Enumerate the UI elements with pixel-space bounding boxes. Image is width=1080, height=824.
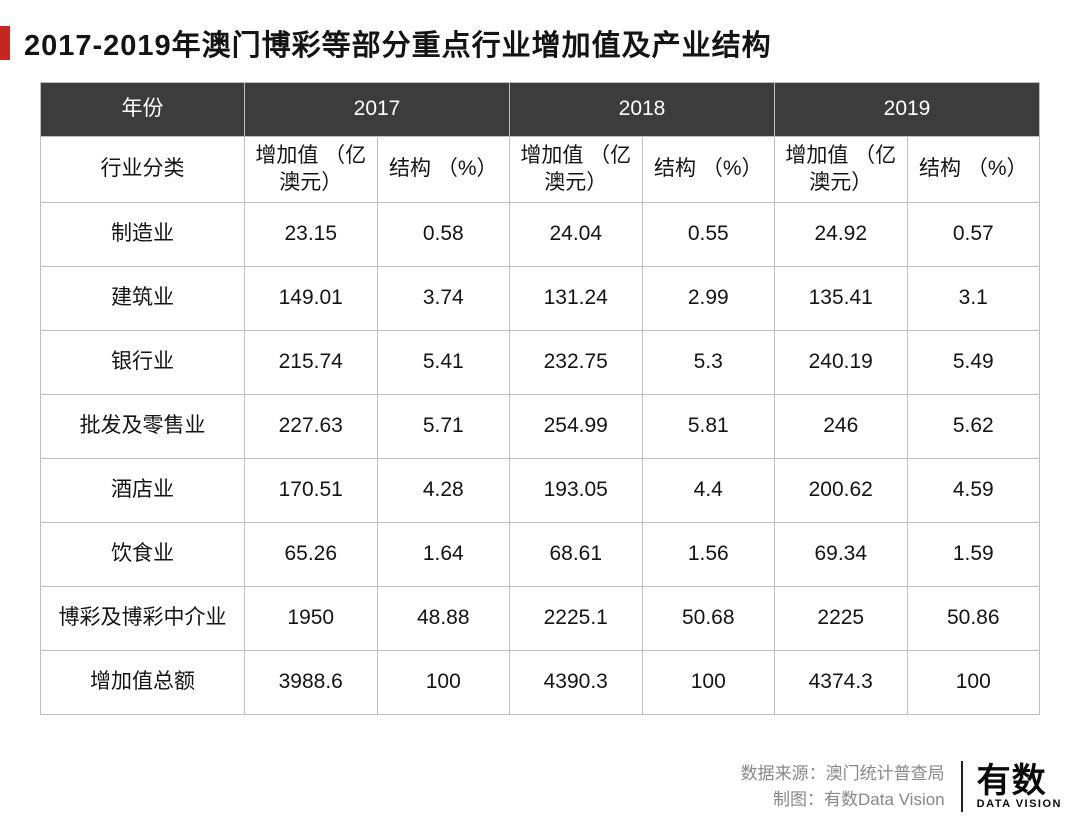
- ratio-2017-cell: 5.71: [377, 395, 510, 459]
- ratio-2017-cell: 4.28: [377, 459, 510, 523]
- table-row: 制造业23.150.5824.040.5524.920.57: [41, 203, 1040, 267]
- ratio-label-2018: 结构 （%）: [642, 137, 775, 203]
- ratio-2019-cell: 5.49: [907, 331, 1040, 395]
- logo-main-text: 有数: [977, 764, 1047, 798]
- title-accent: [0, 26, 10, 60]
- value-2017-cell: 23.15: [245, 203, 378, 267]
- ratio-2018-cell: 1.56: [642, 523, 775, 587]
- value-2018-cell: 193.05: [510, 459, 643, 523]
- value-2019-cell: 135.41: [775, 267, 908, 331]
- ratio-2018-cell: 5.3: [642, 331, 775, 395]
- table-row: 建筑业149.013.74131.242.99135.413.1: [41, 267, 1040, 331]
- value-2019-cell: 240.19: [775, 331, 908, 395]
- ratio-2018-cell: 4.4: [642, 459, 775, 523]
- industry-name-cell: 增加值总额: [41, 651, 245, 715]
- ratio-2017-cell: 0.58: [377, 203, 510, 267]
- industry-name-cell: 制造业: [41, 203, 245, 267]
- value-2018-cell: 24.04: [510, 203, 643, 267]
- footer-credits: 数据来源：澳门统计普查局 制图：有数Data Vision: [741, 761, 963, 812]
- value-2017-cell: 3988.6: [245, 651, 378, 715]
- ratio-2018-cell: 5.81: [642, 395, 775, 459]
- industry-name-cell: 饮食业: [41, 523, 245, 587]
- value-2017-cell: 149.01: [245, 267, 378, 331]
- value-2019-cell: 69.34: [775, 523, 908, 587]
- ratio-2019-cell: 50.86: [907, 587, 1040, 651]
- value-2017-cell: 170.51: [245, 459, 378, 523]
- ratio-2019-cell: 100: [907, 651, 1040, 715]
- table-row: 增加值总额3988.61004390.31004374.3100: [41, 651, 1040, 715]
- ratio-2018-cell: 2.99: [642, 267, 775, 331]
- ratio-2017-cell: 48.88: [377, 587, 510, 651]
- ratio-2019-cell: 3.1: [907, 267, 1040, 331]
- footer: 数据来源：澳门统计普查局 制图：有数Data Vision 有数 DATA VI…: [0, 761, 1080, 812]
- table-row: 饮食业65.261.6468.611.5669.341.59: [41, 523, 1040, 587]
- ratio-2018-cell: 100: [642, 651, 775, 715]
- year-2018-header: 2018: [510, 83, 775, 137]
- value-2019-cell: 24.92: [775, 203, 908, 267]
- value-2019-cell: 200.62: [775, 459, 908, 523]
- ratio-2018-cell: 50.68: [642, 587, 775, 651]
- value-2018-cell: 254.99: [510, 395, 643, 459]
- ratio-label-2019: 结构 （%）: [907, 137, 1040, 203]
- ratio-2017-cell: 5.41: [377, 331, 510, 395]
- industry-name-cell: 酒店业: [41, 459, 245, 523]
- table-subheader-row: 行业分类 增加值 （亿澳元） 结构 （%） 增加值 （亿澳元） 结构 （%） 增…: [41, 137, 1040, 203]
- ratio-2019-cell: 0.57: [907, 203, 1040, 267]
- value-2019-cell: 4374.3: [775, 651, 908, 715]
- value-2018-cell: 131.24: [510, 267, 643, 331]
- year-2017-header: 2017: [245, 83, 510, 137]
- value-2019-cell: 2225: [775, 587, 908, 651]
- logo-sub-text: DATA VISION: [977, 799, 1062, 810]
- industry-name-cell: 建筑业: [41, 267, 245, 331]
- ratio-2017-cell: 3.74: [377, 267, 510, 331]
- table-row: 博彩及博彩中介业195048.882225.150.68222550.86: [41, 587, 1040, 651]
- page-title: 2017-2019年澳门博彩等部分重点行业增加值及产业结构: [24, 22, 772, 64]
- table-header-row: 年份 2017 2018 2019: [41, 83, 1040, 137]
- ratio-2019-cell: 1.59: [907, 523, 1040, 587]
- value-label-2017: 增加值 （亿澳元）: [245, 137, 378, 203]
- year-label-header: 年份: [41, 83, 245, 137]
- brand-logo: 有数 DATA VISION: [977, 764, 1062, 810]
- industry-name-cell: 博彩及博彩中介业: [41, 587, 245, 651]
- industry-name-cell: 批发及零售业: [41, 395, 245, 459]
- value-2017-cell: 227.63: [245, 395, 378, 459]
- value-2017-cell: 215.74: [245, 331, 378, 395]
- value-label-2019: 增加值 （亿澳元）: [775, 137, 908, 203]
- table-row: 酒店业170.514.28193.054.4200.624.59: [41, 459, 1040, 523]
- ratio-2018-cell: 0.55: [642, 203, 775, 267]
- table-row: 批发及零售业227.635.71254.995.812465.62: [41, 395, 1040, 459]
- ratio-label-2017: 结构 （%）: [377, 137, 510, 203]
- industry-name-cell: 银行业: [41, 331, 245, 395]
- title-bar: 2017-2019年澳门博彩等部分重点行业增加值及产业结构: [0, 0, 1080, 82]
- value-2017-cell: 65.26: [245, 523, 378, 587]
- industry-label-cell: 行业分类: [41, 137, 245, 203]
- value-2018-cell: 232.75: [510, 331, 643, 395]
- value-label-2018: 增加值 （亿澳元）: [510, 137, 643, 203]
- ratio-2019-cell: 4.59: [907, 459, 1040, 523]
- value-2019-cell: 246: [775, 395, 908, 459]
- value-2018-cell: 4390.3: [510, 651, 643, 715]
- ratio-2019-cell: 5.62: [907, 395, 1040, 459]
- ratio-2017-cell: 1.64: [377, 523, 510, 587]
- year-2019-header: 2019: [775, 83, 1040, 137]
- value-2018-cell: 2225.1: [510, 587, 643, 651]
- table-row: 银行业215.745.41232.755.3240.195.49: [41, 331, 1040, 395]
- industry-table: 年份 2017 2018 2019 行业分类 增加值 （亿澳元） 结构 （%） …: [40, 82, 1040, 715]
- source-label: 数据来源：澳门统计普查局: [741, 761, 945, 787]
- value-2018-cell: 68.61: [510, 523, 643, 587]
- credit-label: 制图：有数Data Vision: [741, 787, 945, 813]
- table-container: 年份 2017 2018 2019 行业分类 增加值 （亿澳元） 结构 （%） …: [0, 82, 1080, 715]
- value-2017-cell: 1950: [245, 587, 378, 651]
- ratio-2017-cell: 100: [377, 651, 510, 715]
